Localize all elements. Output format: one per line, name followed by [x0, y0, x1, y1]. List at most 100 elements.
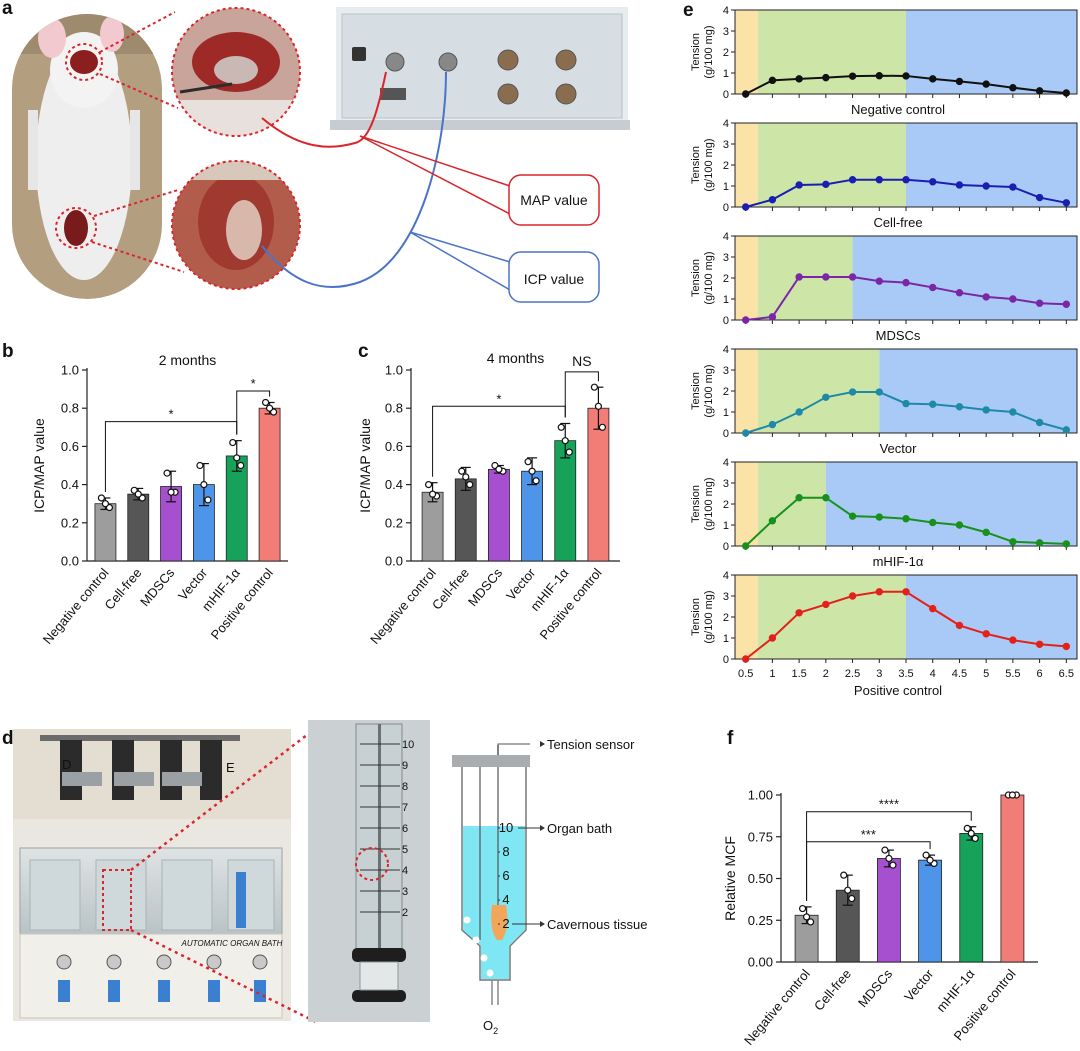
series-point-e-cell-free — [982, 182, 990, 190]
x-tick-label-e: 6.5 — [1059, 668, 1074, 680]
phase-orange-e-mdscs — [735, 236, 758, 320]
data-point-mhif-1-b — [229, 438, 237, 447]
bar-positive-control-b — [258, 407, 281, 562]
y-tick-label-e-vector: 0 — [723, 428, 729, 440]
y-tick-label-e-mhif-1: 0 — [723, 541, 729, 553]
y-tick-label-b: 0.6 — [61, 439, 79, 454]
panel-c: c 4 months 0.0 0.2 0.4 0.6 0.8 1.0 ICP/MAP value… — [357, 341, 620, 647]
y-tick-label-e-negative-control: 3 — [723, 26, 729, 38]
data-point-cell-free-f — [840, 871, 848, 879]
y-tick-label-e-cell-free: 1 — [723, 181, 729, 193]
tension-sensor-label: Tension sensor — [547, 737, 635, 752]
series-point-e-positive-control — [822, 600, 830, 609]
y-label-units-e-positive-control: (g/100 mg) — [703, 590, 715, 643]
chart-title-b: 2 months — [159, 352, 217, 368]
series-point-e-negative-control — [1009, 84, 1017, 92]
organ-bath-brand: AUTOMATIC ORGAN BATH — [181, 939, 283, 948]
data-point-negative-control-f — [798, 904, 807, 913]
y-tick-label-b: 1.0 — [61, 363, 79, 378]
series-point-e-mdscs — [955, 289, 964, 297]
y-tick-label-f: 0.00 — [748, 955, 773, 970]
y-tick-label-e-negative-control: 2 — [723, 47, 729, 59]
series-point-e-positive-control — [768, 634, 777, 642]
bath-outline — [461, 767, 527, 981]
panel-letter-b: b — [2, 341, 14, 362]
organ-bath-photo: AUTOMATIC ORGAN BATH D E — [13, 729, 291, 1021]
bar-negative-control-c — [421, 491, 444, 562]
series-point-e-positive-control — [848, 592, 857, 600]
y-tick-label-c: 1.0 — [385, 363, 403, 378]
data-point-vector-f — [922, 851, 930, 859]
cavernous-tissue-shape — [491, 905, 508, 940]
data-point-vector-c — [528, 467, 536, 475]
zoom-line-3 — [93, 189, 179, 217]
panel-d: d AUTOMATIC ORGAN BATH — [2, 720, 647, 1036]
series-point-e-positive-control — [982, 630, 990, 638]
series-point-e-negative-control — [955, 77, 964, 86]
y-tick-label-b: 0.2 — [61, 515, 79, 530]
series-point-e-negative-control — [768, 76, 777, 85]
series-point-e-mdscs — [741, 316, 750, 324]
x-tick-label-mhif-1-f: mHIF-1α — [933, 966, 977, 1015]
panel-letter-c: c — [358, 341, 369, 362]
series-point-e-cell-free — [875, 176, 883, 184]
y-axis-label-c: ICP/MAP value — [357, 418, 373, 513]
bath-scale-label: 2 — [502, 916, 509, 931]
data-point-negative-control-c — [428, 490, 437, 498]
map-value-box: MAP value — [508, 174, 600, 226]
bath-zoom-rect — [102, 869, 132, 931]
series-point-e-cell-free — [955, 181, 964, 189]
y-tick-label-e-positive-control: 4 — [723, 570, 729, 582]
icp-catheter-line — [261, 71, 447, 289]
y-tick-label-c: 0.4 — [385, 477, 403, 492]
y-label-e-positive-control: Tension — [690, 598, 702, 636]
series-point-e-mhif-1 — [741, 542, 750, 550]
oxygen-label: O2 — [483, 1018, 498, 1036]
data-point-mdscs-b — [167, 488, 175, 496]
ruler-number: 2 — [402, 907, 408, 919]
panel-letter-f: f — [727, 728, 734, 749]
y-tick-label-e-positive-control: 3 — [723, 591, 729, 603]
x-tick-label-cell-free-f: Cell-free — [811, 966, 854, 1013]
zoom-line-2 — [99, 73, 179, 109]
rabbit-photo — [12, 14, 162, 299]
y-tick-label-c: 0.2 — [385, 515, 403, 530]
chart-title-c: 4 months — [487, 350, 545, 366]
penis-surgery-outline — [171, 160, 301, 290]
phase-green-e-positive-control — [757, 575, 906, 659]
data-point-cell-free-f — [848, 894, 856, 903]
data-point-negative-control-f — [802, 913, 811, 921]
apparatus-label-e: E — [226, 760, 235, 775]
y-tick-label-e-negative-control: 4 — [723, 5, 729, 17]
series-point-e-mdscs — [902, 278, 910, 287]
bar-cell-free-b — [127, 493, 150, 562]
bar-vector-f — [918, 859, 942, 963]
series-point-e-mhif-1 — [929, 518, 937, 527]
series-point-e-mhif-1 — [875, 513, 883, 521]
bar-mhif-1-f — [959, 833, 984, 963]
x-tick-label-e: 3 — [876, 668, 882, 680]
phase-green-e-mdscs — [757, 236, 853, 320]
data-point-mhif-1-b — [233, 454, 241, 462]
data-point-negative-control-c — [424, 481, 433, 489]
significance-label-c: * — [496, 391, 501, 406]
significance-bracket-c — [564, 371, 599, 418]
panel-letter-a: a — [2, 0, 13, 19]
pressure-device-photo — [330, 7, 630, 130]
ruler-number: 4 — [402, 865, 408, 877]
y-tick-label-e-positive-control: 2 — [723, 612, 729, 624]
neck-surgery-photo — [172, 8, 300, 136]
data-point-mhif-1-f — [963, 824, 971, 833]
phase-blue-e-positive-control — [906, 575, 1077, 659]
series-point-e-cell-free — [822, 180, 830, 189]
y-tick-label-f: 0.75 — [748, 829, 773, 844]
y-label-units-e-vector: (g/100 mg) — [703, 364, 715, 417]
y-tick-label-c: 0.6 — [385, 439, 403, 454]
x-tick-label-e: 2.5 — [845, 668, 860, 680]
y-label-units-e-cell-free: (g/100 mg) — [703, 138, 715, 191]
y-label-units-e-negative-control: (g/100 mg) — [703, 25, 715, 78]
series-point-e-cell-free — [1009, 183, 1017, 191]
x-tick-label-e: 4.5 — [952, 668, 967, 680]
icp-value-box: ICP value — [508, 251, 600, 303]
